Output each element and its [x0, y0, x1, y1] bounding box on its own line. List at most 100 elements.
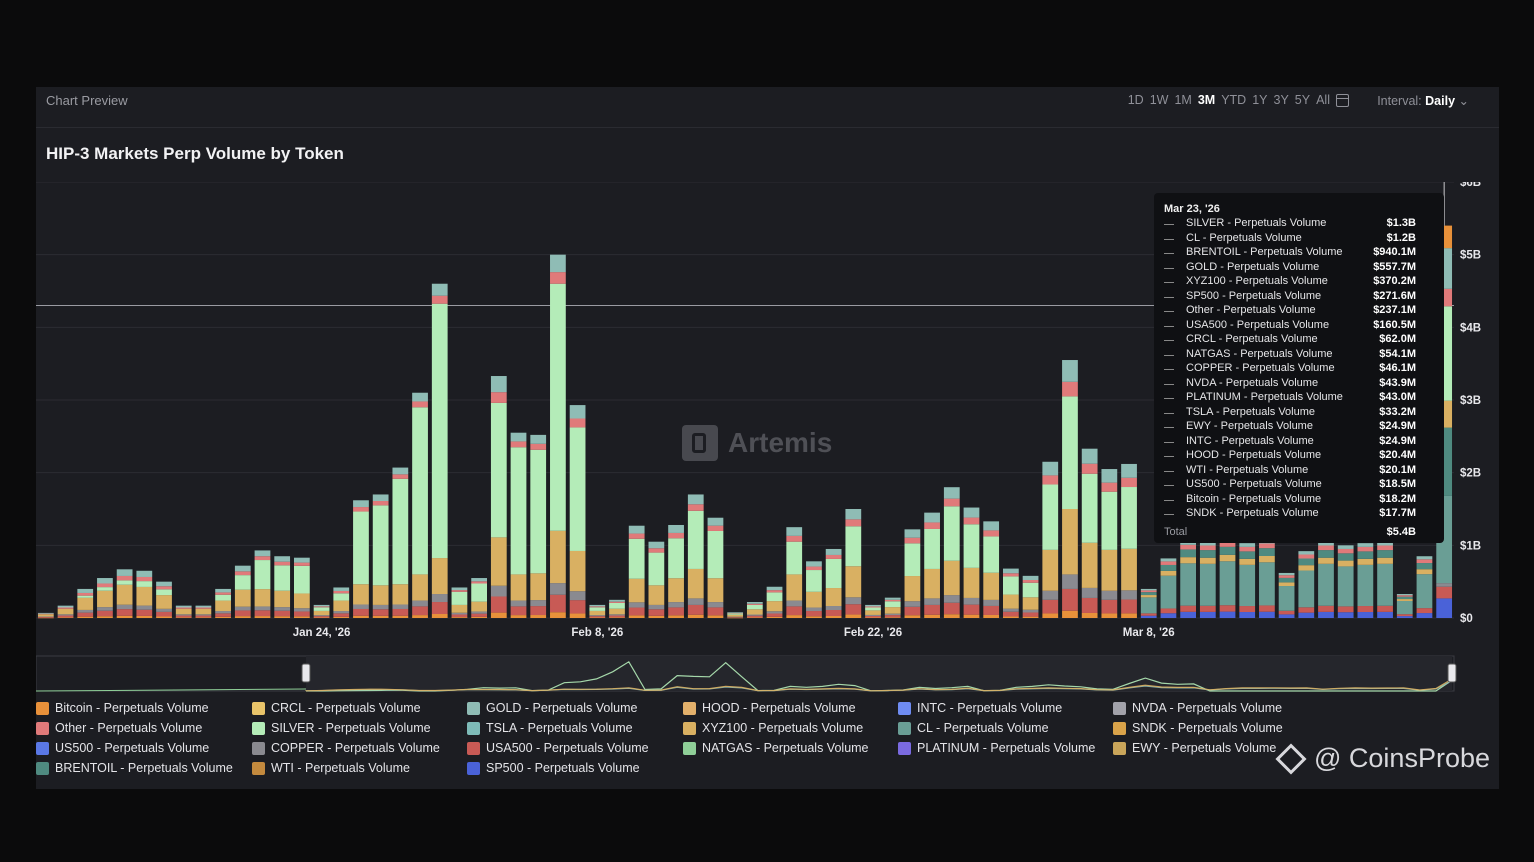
bar-segment-xyz100[interactable]	[57, 608, 74, 615]
bar-segment-copper[interactable]	[175, 614, 192, 616]
bar-segment-bitcoin[interactable]	[550, 612, 566, 618]
bar-segment-xyz100[interactable]	[1318, 557, 1334, 564]
bar-segment-gold[interactable]	[1416, 556, 1433, 560]
bar-segment-usa500[interactable]	[510, 606, 527, 616]
bar-segment-copper[interactable]	[943, 595, 960, 603]
bar-segment-xyz100[interactable]	[924, 568, 940, 599]
bar-segment-gold[interactable]	[175, 605, 192, 608]
bar-segment-usa500[interactable]	[727, 617, 744, 618]
bar-segment-xyz100[interactable]	[156, 595, 172, 609]
bar-segment-other[interactable]	[333, 590, 350, 594]
bar-segment-silver[interactable]	[1101, 491, 1118, 550]
bar-segment-bitcoin[interactable]	[97, 616, 113, 618]
bar-segment-other[interactable]	[766, 590, 783, 593]
bar-segment-xyz100[interactable]	[1396, 599, 1413, 601]
bar-segment-copper[interactable]	[845, 597, 862, 605]
bar-segment-xyz100[interactable]	[392, 584, 409, 605]
bar-segment-bitcoin[interactable]	[372, 615, 389, 618]
bar-segment-copper[interactable]	[1121, 590, 1137, 600]
bar-segment-bitcoin[interactable]	[293, 616, 310, 618]
bar-segment-bitcoin[interactable]	[1022, 616, 1039, 618]
bar-segment-bitcoin[interactable]	[412, 615, 428, 618]
bar-segment-gold[interactable]	[1278, 572, 1295, 576]
bar-segment-usa500[interactable]	[1042, 599, 1059, 614]
bar-segment-bitcoin[interactable]	[963, 614, 980, 618]
bar-segment-copper[interactable]	[963, 597, 980, 605]
bar-segment-gold[interactable]	[806, 561, 822, 567]
bar-segment-xyz100[interactable]	[983, 572, 1000, 600]
bar-segment-silver[interactable]	[943, 506, 960, 561]
bar-segment-bitcoin[interactable]	[845, 614, 862, 618]
bar-segment-other[interactable]	[550, 272, 566, 284]
bar-segment-gold[interactable]	[1062, 360, 1078, 382]
bar-segment-xyz100[interactable]	[963, 567, 980, 598]
bar-segment-usa500[interactable]	[845, 604, 862, 615]
bar-segment-sp500[interactable]	[1396, 616, 1413, 618]
bar-segment-bitcoin[interactable]	[825, 616, 842, 618]
range-1y[interactable]: 1Y	[1252, 93, 1268, 107]
bar-segment-usa500[interactable]	[865, 615, 881, 618]
bar-segment-gold[interactable]	[372, 494, 389, 502]
bar-segment-usa500[interactable]	[234, 610, 251, 617]
bar-segment-brentoil[interactable]	[1318, 550, 1334, 558]
bar-segment-copper[interactable]	[1042, 590, 1059, 600]
bar-segment-other[interactable]	[1337, 548, 1354, 554]
bar-segment-xyz100[interactable]	[471, 601, 488, 612]
bar-segment-copper[interactable]	[766, 611, 783, 614]
bar-segment-other[interactable]	[943, 498, 960, 507]
calendar-icon[interactable]	[1336, 93, 1349, 107]
bar-segment-other[interactable]	[1081, 463, 1098, 474]
bar-segment-sp500[interactable]	[1219, 611, 1236, 618]
range-1w[interactable]: 1W	[1149, 93, 1169, 107]
legend-item[interactable]: BRENTOIL - Perpetuals Volume	[36, 759, 233, 777]
bar-segment-cl[interactable]	[1396, 600, 1413, 615]
bar-segment-other[interactable]	[1357, 546, 1374, 552]
bar-segment-xyz100[interactable]	[510, 574, 527, 601]
bar-segment-usa500[interactable]	[77, 612, 94, 617]
bar-segment-bitcoin[interactable]	[431, 614, 448, 618]
range-5y[interactable]: 5Y	[1294, 93, 1311, 107]
bar-segment-other[interactable]	[569, 418, 586, 428]
bar-segment-usa500[interactable]	[1416, 608, 1433, 614]
bar-segment-silver[interactable]	[648, 552, 665, 586]
bar-segment-silver[interactable]	[1121, 487, 1137, 549]
range-3m[interactable]: 3M	[1197, 93, 1216, 107]
bar-segment-xyz100[interactable]	[766, 601, 783, 612]
bar-segment-copper[interactable]	[451, 612, 468, 615]
bar-segment-xyz100[interactable]	[1081, 542, 1098, 588]
bar-segment-sp500[interactable]	[1140, 615, 1157, 618]
bar-segment-usa500[interactable]	[1160, 608, 1177, 614]
bar-segment-xyz100[interactable]	[353, 584, 369, 605]
bar-segment-other[interactable]	[156, 586, 172, 590]
bar-segment-other[interactable]	[884, 599, 901, 602]
bar-segment-usa500[interactable]	[274, 610, 291, 617]
legend-item[interactable]: SP500 - Perpetuals Volume	[467, 759, 640, 777]
bar-segment-copper[interactable]	[412, 600, 428, 607]
bar-segment-xyz100[interactable]	[1160, 570, 1177, 576]
bar-segment-xyz100[interactable]	[1121, 548, 1137, 591]
bar-segment-gold[interactable]	[746, 602, 763, 604]
bar-segment-silver[interactable]	[963, 524, 980, 568]
bar-segment-usa500[interactable]	[550, 594, 566, 613]
bar-segment-gold[interactable]	[97, 578, 113, 584]
bar-segment-sp500[interactable]	[1239, 612, 1256, 618]
bar-segment-gold[interactable]	[1337, 545, 1354, 549]
bar-segment-gold[interactable]	[471, 578, 488, 582]
bar-segment-xyz100[interactable]	[1259, 556, 1275, 563]
bar-segment-usa500[interactable]	[57, 615, 74, 618]
bar-segment-usa500[interactable]	[97, 610, 113, 617]
bar-segment-copper[interactable]	[806, 607, 822, 612]
bar-segment-usa500[interactable]	[884, 615, 901, 618]
bar-segment-bitcoin[interactable]	[116, 615, 133, 618]
bar-segment-other[interactable]	[293, 562, 310, 566]
bar-segment-gold[interactable]	[786, 527, 803, 536]
bar-segment-other[interactable]	[451, 590, 468, 592]
bar-segment-usa500[interactable]	[1062, 588, 1078, 611]
bar-segment-silver[interactable]	[884, 601, 901, 608]
bar-segment-bitcoin[interactable]	[707, 615, 724, 618]
bar-segment-copper[interactable]	[471, 611, 488, 614]
bar-segment-silver[interactable]	[1002, 576, 1019, 595]
bar-segment-xyz100[interactable]	[1002, 594, 1019, 609]
bar-segment-usa500[interactable]	[353, 608, 369, 616]
bar-segment-other[interactable]	[1298, 554, 1315, 559]
